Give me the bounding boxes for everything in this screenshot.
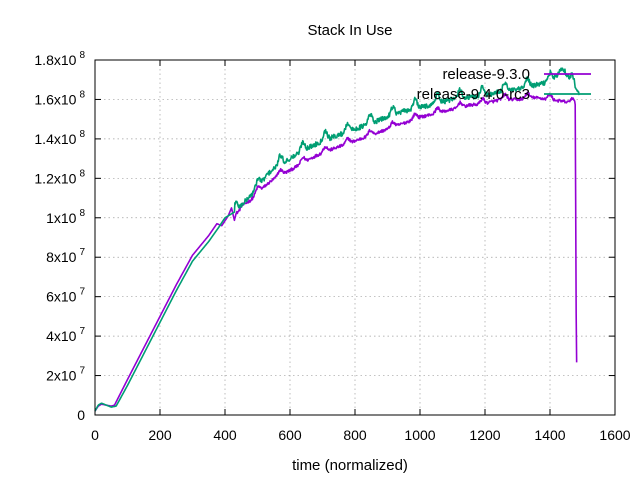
x-tick-label: 800 bbox=[343, 427, 367, 443]
x-tick-label: 400 bbox=[213, 427, 237, 443]
x-tick-label: 600 bbox=[278, 427, 302, 443]
x-tick-label: 200 bbox=[148, 427, 172, 443]
chart-title: Stack In Use bbox=[307, 22, 392, 39]
grid bbox=[95, 60, 615, 415]
y-tick-label: 8x10 7 bbox=[46, 247, 85, 265]
series-group bbox=[94, 67, 580, 412]
x-tick-label: 1600 bbox=[599, 427, 630, 443]
y-tick-label: 1.8x10 8 bbox=[34, 50, 85, 68]
series-line-2 bbox=[94, 67, 580, 412]
y-tick-label: 2x10 7 bbox=[46, 366, 85, 384]
x-tick-label: 0 bbox=[91, 427, 99, 443]
y-tick-label: 4x10 7 bbox=[46, 326, 85, 344]
x-axis-label: time (normalized) bbox=[292, 457, 408, 474]
x-tick-labels: 0 200 400 600 800 1000 1200 1400 1600 bbox=[91, 427, 631, 443]
axis-ticks bbox=[94, 59, 616, 416]
legend-label-2: release-9.4.0-rc3 bbox=[417, 86, 530, 103]
x-tick-label: 1000 bbox=[404, 427, 435, 443]
y-tick-label: 1.4x10 8 bbox=[34, 129, 85, 147]
x-tick-label: 1400 bbox=[534, 427, 565, 443]
legend: release-9.3.0 release-9.4.0-rc3 bbox=[417, 66, 591, 103]
y-tick-label: 6x10 7 bbox=[46, 287, 85, 305]
y-tick-label: 1.2x10 8 bbox=[34, 168, 85, 186]
y-tick-labels: 0 2x10 7 4x10 7 6x10 7 8x10 7 1x10 8 1.2x10 8 1.4x10 8… bbox=[34, 50, 85, 423]
y-tick-label: 1x10 8 bbox=[46, 208, 85, 226]
x-tick-label: 1200 bbox=[469, 427, 500, 443]
legend-label-1: release-9.3.0 bbox=[442, 66, 530, 83]
y-tick-label: 0 bbox=[77, 407, 85, 423]
series-line-1 bbox=[94, 91, 578, 412]
y-tick-label: 1.6x10 8 bbox=[34, 89, 85, 107]
